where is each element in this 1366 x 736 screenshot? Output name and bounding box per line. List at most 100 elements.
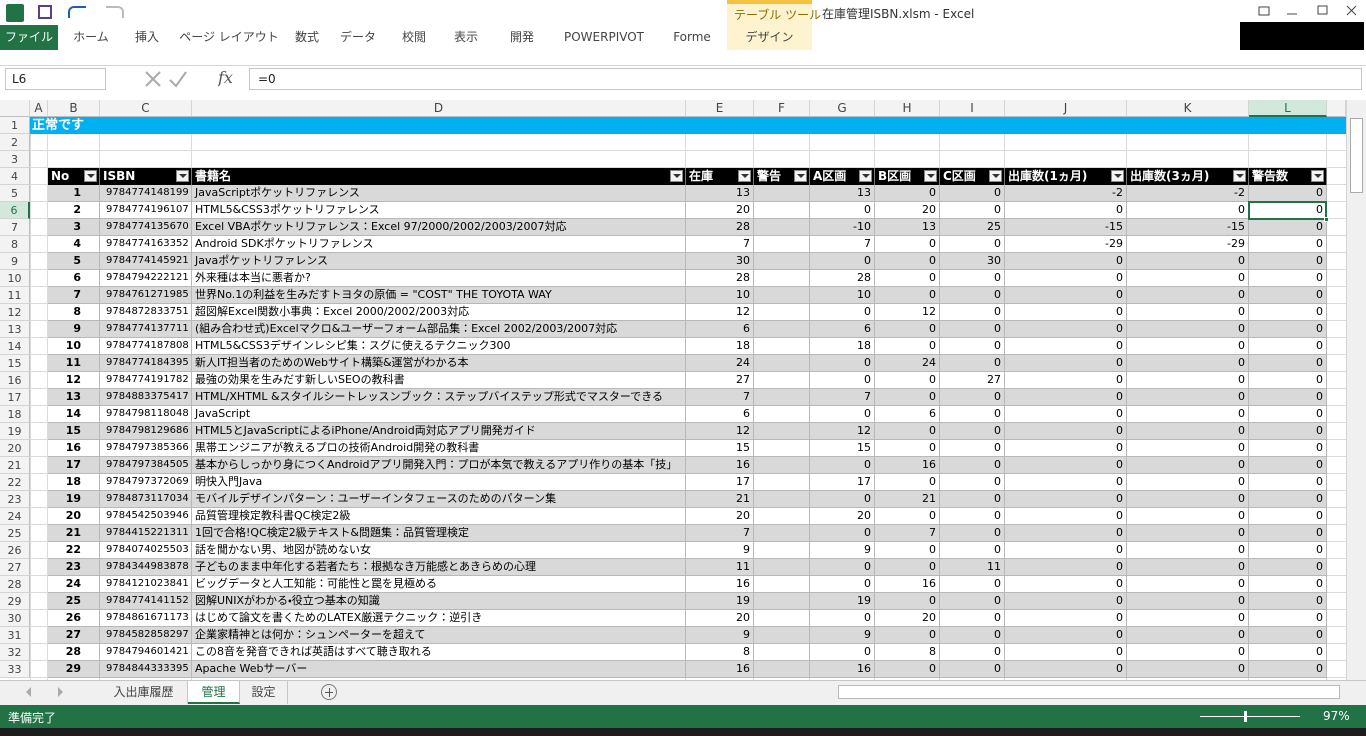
row-header[interactable]: 22 <box>0 474 30 491</box>
cell[interactable]: 16 <box>686 661 754 678</box>
cell[interactable]: ビッグデータと人工知能：可能性と罠を見極める <box>192 576 686 593</box>
cell[interactable]: 24 <box>686 355 754 372</box>
cell[interactable]: 0 <box>875 253 940 270</box>
table-header[interactable]: 出庫数(3ヵ月) <box>1127 168 1249 185</box>
cell[interactable]: 0 <box>1249 270 1327 287</box>
cell[interactable]: 0 <box>1249 406 1327 423</box>
cell[interactable]: 9784797385366 <box>100 440 192 457</box>
select-all[interactable] <box>0 100 30 117</box>
row-header[interactable]: 16 <box>0 372 30 389</box>
cell[interactable]: 9784794601421 <box>100 644 192 661</box>
cell[interactable]: 0 <box>1249 542 1327 559</box>
cell[interactable]: Apache Webサーバー <box>192 661 686 678</box>
filter-button[interactable] <box>1311 170 1324 182</box>
cell[interactable]: 9 <box>686 627 754 644</box>
cell[interactable]: 26 <box>48 610 100 627</box>
cell[interactable]: 0 <box>875 661 940 678</box>
cell[interactable]: 0 <box>810 253 875 270</box>
cell[interactable]: 16 <box>48 440 100 457</box>
cell[interactable]: 9784774163352 <box>100 236 192 253</box>
cell[interactable]: 1 <box>48 185 100 202</box>
cell[interactable]: 0 <box>940 542 1005 559</box>
enter-button[interactable] <box>169 71 187 88</box>
cell[interactable]: 30 <box>940 253 1005 270</box>
row-header[interactable]: 14 <box>0 338 30 355</box>
ribbon-tab[interactable]: 数式 <box>294 30 319 44</box>
cell[interactable]: 0 <box>875 559 940 576</box>
cell[interactable]: 0 <box>875 287 940 304</box>
cell[interactable]: 0 <box>1005 423 1127 440</box>
cell[interactable]: 0 <box>1005 372 1127 389</box>
cell[interactable]: 子どものまま中年化する若者たち：根拠なき万能感とあきらめの心理 <box>192 559 686 576</box>
cell[interactable]: 0 <box>1127 627 1249 644</box>
vertical-scrollbar[interactable] <box>1346 100 1366 680</box>
ribbon-tab[interactable]: ページ レイアウト <box>179 30 279 44</box>
cell[interactable]: 28 <box>686 270 754 287</box>
cell[interactable] <box>754 321 810 338</box>
cell[interactable]: 0 <box>1127 491 1249 508</box>
cell[interactable] <box>754 202 810 219</box>
row-header[interactable]: 26 <box>0 542 30 559</box>
cell[interactable]: 8 <box>48 304 100 321</box>
cell[interactable]: 25 <box>48 593 100 610</box>
table-header[interactable]: 在庫 <box>686 168 754 185</box>
row-header[interactable]: 15 <box>0 355 30 372</box>
cell[interactable]: 0 <box>1127 304 1249 321</box>
cell[interactable]: 7 <box>48 287 100 304</box>
cell[interactable]: HTML5&CSS3デザインレシピ集：スグに使えるテクニック300 <box>192 338 686 355</box>
cell[interactable]: 11 <box>940 559 1005 576</box>
cell[interactable]: 0 <box>875 542 940 559</box>
row-header[interactable]: 6 <box>0 202 30 219</box>
cell[interactable]: 0 <box>1005 355 1127 372</box>
scroll-right[interactable] <box>58 687 63 697</box>
column-header[interactable]: C <box>100 100 192 117</box>
cell[interactable]: 黒帯エンジニアが教えるプロの技術Android開発の教科書 <box>192 440 686 457</box>
cell[interactable]: 話を聞かない男、地図が読めない女 <box>192 542 686 559</box>
sheet-tab[interactable]: 入出庫履歴 <box>100 681 188 704</box>
row-header[interactable]: 24 <box>0 508 30 525</box>
column-header[interactable]: B <box>48 100 100 117</box>
cell[interactable]: 9784074025503 <box>100 542 192 559</box>
cell[interactable]: 企業家精神とは何か：シュンペーターを超えて <box>192 627 686 644</box>
cell[interactable] <box>754 270 810 287</box>
cell[interactable]: 30 <box>686 253 754 270</box>
scroll-thumb[interactable] <box>1350 118 1363 193</box>
filter-button[interactable] <box>1233 170 1246 182</box>
table-header[interactable]: 書籍名 <box>192 168 686 185</box>
cell[interactable]: 9784774196107 <box>100 202 192 219</box>
cell[interactable] <box>754 627 810 644</box>
cell[interactable]: 20 <box>686 610 754 627</box>
row-header[interactable]: 17 <box>0 389 30 406</box>
cell[interactable]: 9784774148199 <box>100 185 192 202</box>
cell[interactable]: 10 <box>810 287 875 304</box>
cell[interactable]: 0 <box>1249 372 1327 389</box>
cell[interactable]: 12 <box>686 423 754 440</box>
cell[interactable]: 25 <box>940 219 1005 236</box>
cell[interactable]: 9784872833751 <box>100 304 192 321</box>
cell[interactable]: -2 <box>1127 185 1249 202</box>
restore[interactable] <box>1317 5 1328 15</box>
ribbon-tab[interactable]: POWERPIVOT <box>563 30 644 44</box>
save-icon[interactable] <box>38 5 52 19</box>
cell[interactable]: -15 <box>1127 219 1249 236</box>
table-header[interactable]: B区画 <box>875 168 940 185</box>
cell[interactable]: 11 <box>686 559 754 576</box>
row-header[interactable]: 10 <box>0 270 30 287</box>
cell[interactable]: HTML5&CSS3ポケットリファレンス <box>192 202 686 219</box>
row-header[interactable]: 11 <box>0 287 30 304</box>
name-box[interactable]: L6 <box>5 68 106 90</box>
cell[interactable]: 0 <box>1249 321 1327 338</box>
cell[interactable]: 0 <box>940 440 1005 457</box>
cell[interactable] <box>754 559 810 576</box>
cell[interactable]: 9784794222121 <box>100 270 192 287</box>
cell[interactable]: -2 <box>1005 185 1127 202</box>
cell[interactable]: 0 <box>1127 287 1249 304</box>
cell[interactable]: 0 <box>1249 610 1327 627</box>
cell[interactable]: 0 <box>1005 321 1127 338</box>
table-header[interactable]: A区画 <box>810 168 875 185</box>
cell[interactable] <box>754 542 810 559</box>
cell[interactable]: 0 <box>875 508 940 525</box>
cell[interactable]: 0 <box>1127 661 1249 678</box>
ribbon-tab[interactable]: 校閲 <box>401 30 426 44</box>
cell[interactable] <box>754 253 810 270</box>
